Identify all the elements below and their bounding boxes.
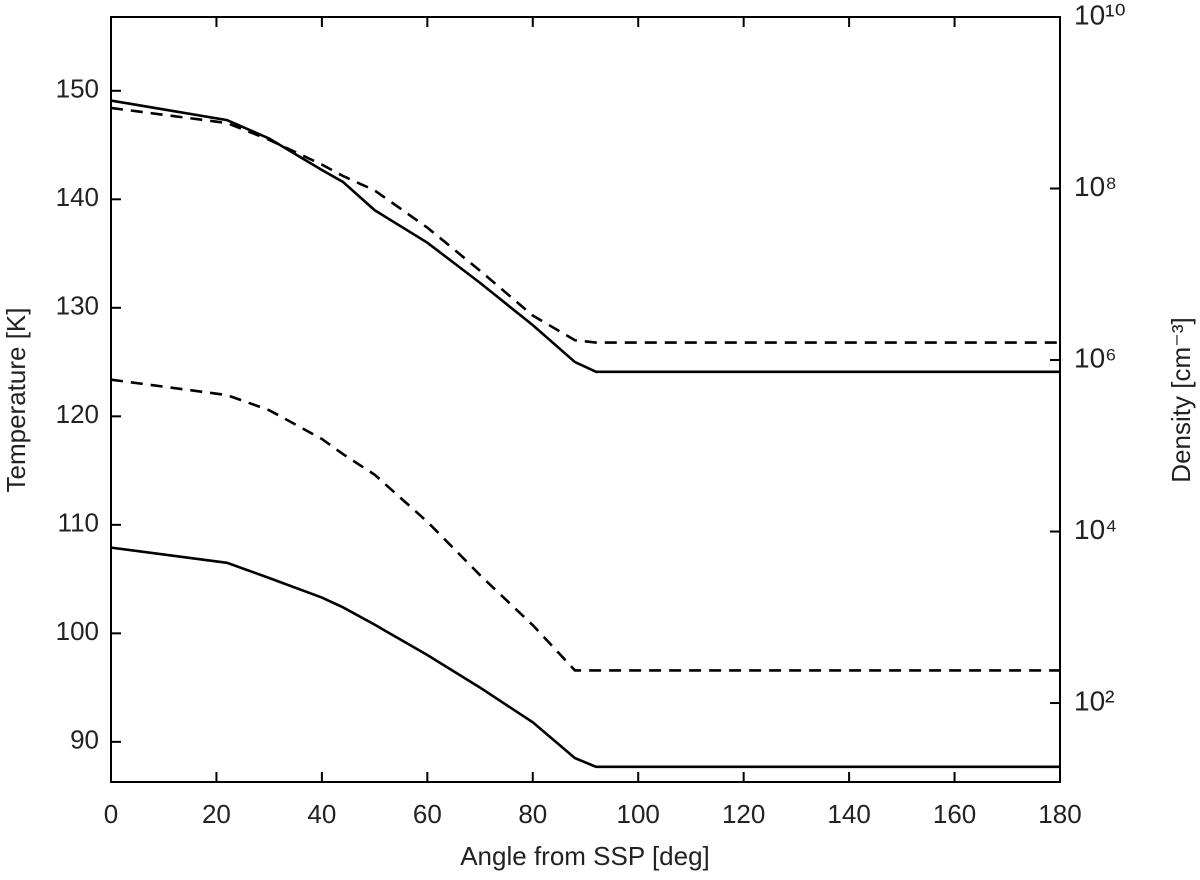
x-tick-label: 40 [307, 799, 336, 829]
x-tick-label: 60 [413, 799, 442, 829]
x-tick-label: 0 [104, 799, 118, 829]
x-tick-label: 160 [933, 799, 976, 829]
y-tick-label: 90 [70, 725, 99, 755]
data-line [110, 106, 1060, 344]
y-tick-label: 150 [56, 74, 99, 104]
y-tick-label: 120 [56, 399, 99, 429]
y2-tick-label: 10⁸ [1074, 171, 1117, 202]
y2-tick-label: 10² [1074, 685, 1114, 716]
y2-tick-label: 10¹⁰ [1074, 0, 1126, 30]
x-axis-label: Angle from SSP [deg] [460, 841, 710, 871]
data-line [110, 99, 1060, 374]
y-axis-label: Temperature [K] [1, 308, 31, 493]
x-tick-label: 140 [827, 799, 870, 829]
x-tick-label: 120 [722, 799, 765, 829]
x-tick-label: 20 [202, 799, 231, 829]
y2-axis-label: Density [cm⁻³] [1166, 317, 1196, 482]
y-tick-label: 110 [58, 508, 99, 538]
data-line [110, 546, 1060, 769]
x-tick-label: 80 [518, 799, 547, 829]
y-tick-label: 140 [56, 182, 99, 212]
y-tick-label: 130 [56, 291, 99, 321]
y2-tick-label: 10⁶ [1074, 342, 1117, 373]
data-line [110, 378, 1060, 672]
x-tick-label: 180 [1038, 799, 1081, 829]
y-tick-label: 100 [56, 616, 99, 646]
x-tick-label: 100 [617, 799, 660, 829]
y2-tick-label: 10⁴ [1074, 514, 1117, 545]
plot-frame [110, 16, 1061, 783]
